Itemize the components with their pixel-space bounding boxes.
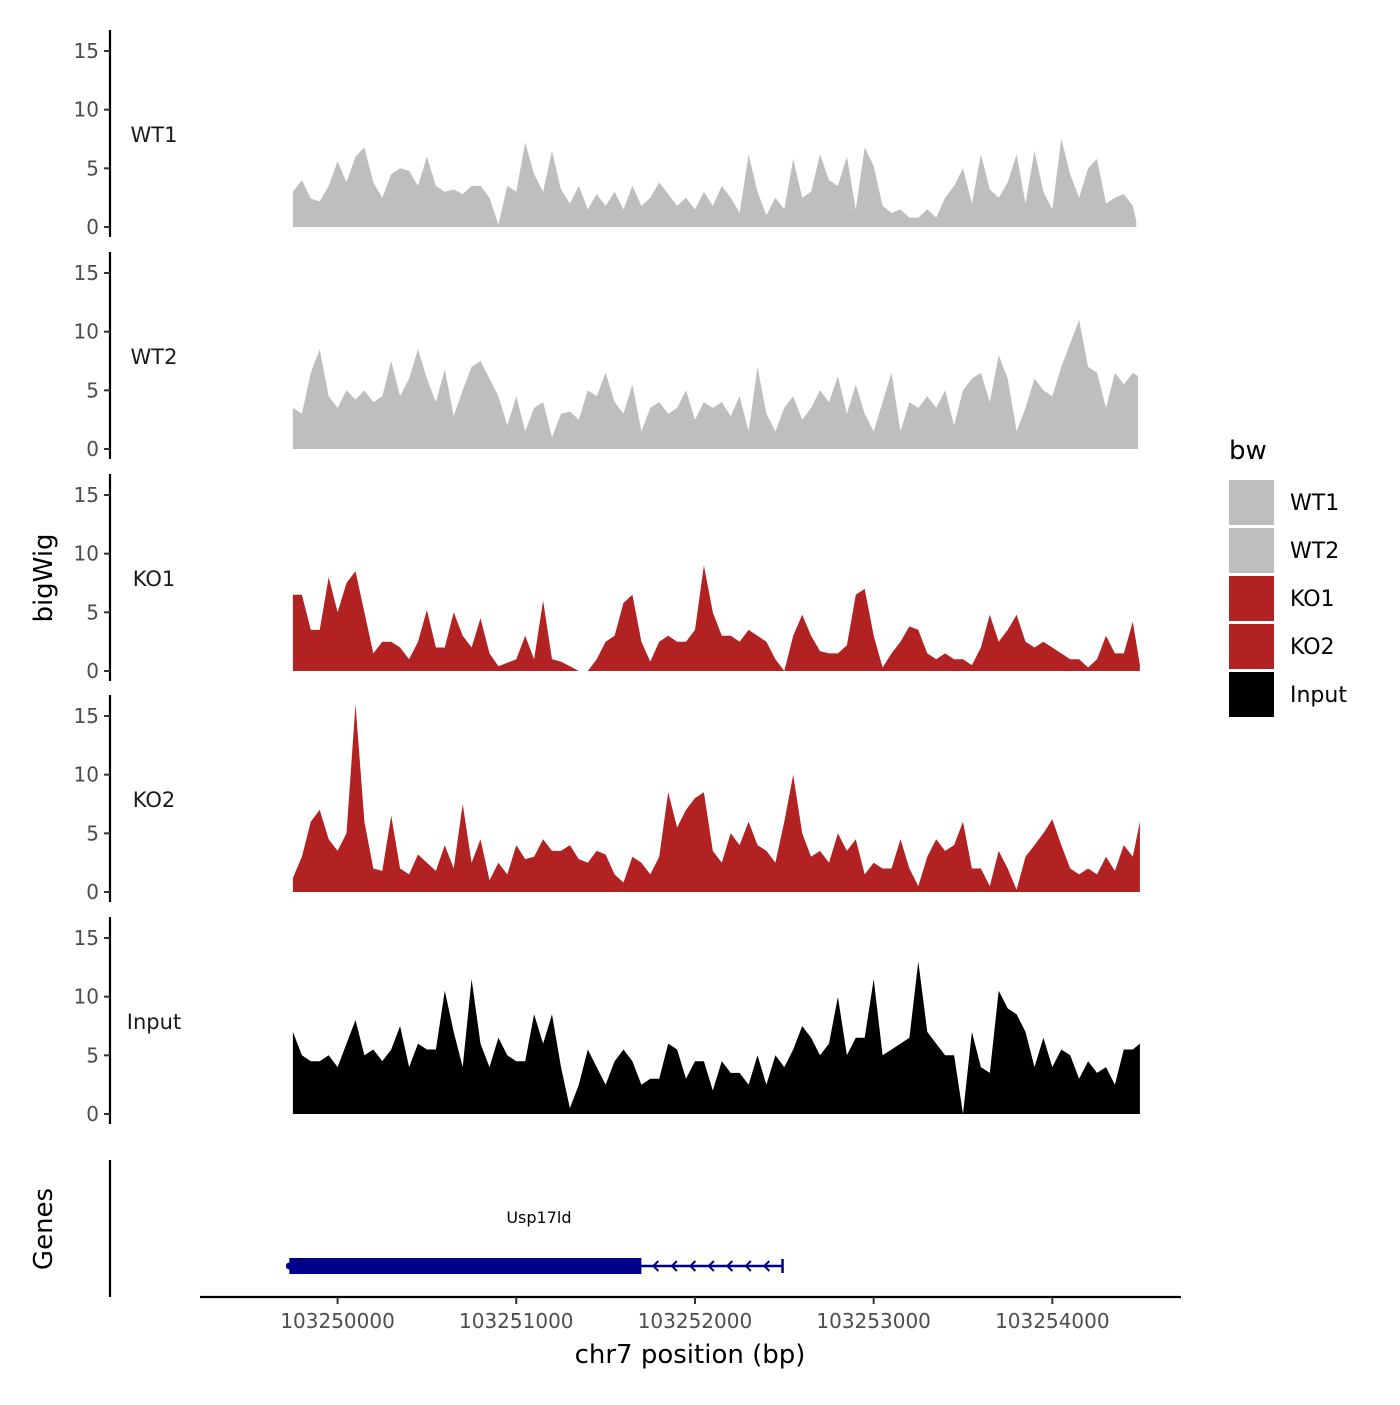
track-label-ko1: KO1 <box>133 567 176 591</box>
legend-item-wt1: WT1 <box>1229 480 1339 525</box>
y-tick-label: 5 <box>86 156 99 180</box>
gene-panel: Usp17ld <box>108 1160 784 1297</box>
genes-axis-title: Genes <box>29 1188 59 1270</box>
x-tick-label: 103252000 <box>638 1309 753 1333</box>
y-tick-label: 10 <box>74 98 99 122</box>
strand-arrow-icon <box>670 1260 678 1272</box>
legend-item-input: Input <box>1229 672 1347 717</box>
y-tick-label: 5 <box>86 600 99 624</box>
strand-arrow-icon <box>651 1260 660 1272</box>
legend-swatch <box>1229 576 1274 621</box>
legend-label: Input <box>1290 683 1347 708</box>
legend-items: WT1 WT2 KO1 KO2 Input <box>1229 480 1347 717</box>
y-tick-label: 15 <box>74 39 99 63</box>
coverage-area-wt1 <box>292 139 1137 227</box>
x-axis: 103250000 103251000 103252000 103253000 1032… <box>200 1295 1181 1333</box>
gene-start-marker <box>285 1262 293 1270</box>
legend-swatch <box>1229 480 1274 525</box>
y-tick-label: 0 <box>86 659 99 683</box>
track-label-input: Input <box>127 1010 181 1034</box>
y-tick-label: 15 <box>74 704 99 728</box>
y-tick-label: 10 <box>74 320 99 344</box>
y-tick-label: 0 <box>86 437 99 461</box>
legend-label: KO1 <box>1290 587 1335 612</box>
strand-arrow-icon <box>762 1260 771 1272</box>
gene-name-label: Usp17ld <box>506 1208 571 1227</box>
track-label-ko2: KO2 <box>133 788 176 812</box>
legend-swatch <box>1229 672 1274 717</box>
y-tick-label: 5 <box>86 378 99 402</box>
y-tick-label: 10 <box>74 763 99 787</box>
y-tick-label: 0 <box>86 1102 99 1126</box>
track-panel-wt2: 0 5 10 15 WT2 <box>74 252 1139 461</box>
legend-label: WT2 <box>1290 539 1339 564</box>
legend-swatch <box>1229 528 1274 573</box>
y-tick-label: 0 <box>86 880 99 904</box>
track-panels: 0 5 10 15 WT1 0 5 10 15 WT2 0 5 10 15 KO1 0 5 10 15 KO2 0 5 10… <box>74 30 1140 1126</box>
track-panel-ko2: 0 5 10 15 KO2 <box>74 695 1140 904</box>
track-panel-ko1: 0 5 10 15 KO1 <box>74 474 1140 683</box>
x-tick-label: 103250000 <box>280 1309 395 1333</box>
y-tick-label: 15 <box>74 483 99 507</box>
y-tick-label: 0 <box>86 215 99 239</box>
coverage-area-ko1 <box>292 565 1140 671</box>
x-tick-label: 103254000 <box>995 1309 1110 1333</box>
track-panel-wt1: 0 5 10 15 WT1 <box>74 30 1137 239</box>
y-tick-label: 10 <box>74 542 99 566</box>
x-axis-title: chr7 position (bp) <box>575 1340 806 1370</box>
track-label-wt1: WT1 <box>131 123 178 147</box>
gene-model: Usp17ld <box>285 1208 784 1274</box>
legend: bw WT1 WT2 KO1 KO2 Input <box>1229 436 1347 717</box>
gene-exon-block <box>289 1258 642 1274</box>
track-panel-input: 0 5 10 15 Input <box>74 917 1140 1126</box>
y-tick-label: 15 <box>74 926 99 950</box>
strand-arrow-icon <box>725 1260 734 1272</box>
x-tick-label: 103253000 <box>816 1309 931 1333</box>
legend-swatch <box>1229 624 1274 669</box>
coverage-area-input <box>292 961 1140 1114</box>
x-tick-label: 103251000 <box>459 1309 574 1333</box>
coverage-area-ko2 <box>292 704 1140 892</box>
strand-arrow-icon <box>744 1260 752 1272</box>
legend-label: WT1 <box>1290 491 1339 516</box>
track-label-wt2: WT2 <box>131 345 178 369</box>
y-tick-label: 5 <box>86 1043 99 1067</box>
legend-title: bw <box>1229 436 1267 466</box>
coverage-area-wt2 <box>292 319 1139 449</box>
y-axis-title: bigWig <box>29 533 59 622</box>
y-tick-label: 5 <box>86 821 99 845</box>
legend-item-ko2: KO2 <box>1229 624 1335 669</box>
legend-label: KO2 <box>1290 635 1335 660</box>
y-tick-label: 10 <box>74 985 99 1009</box>
y-tick-label: 15 <box>74 261 99 285</box>
strand-arrow-icon <box>688 1260 697 1272</box>
strand-arrow-icon <box>707 1260 715 1272</box>
legend-item-wt2: WT2 <box>1229 528 1339 573</box>
legend-item-ko1: KO1 <box>1229 576 1335 621</box>
